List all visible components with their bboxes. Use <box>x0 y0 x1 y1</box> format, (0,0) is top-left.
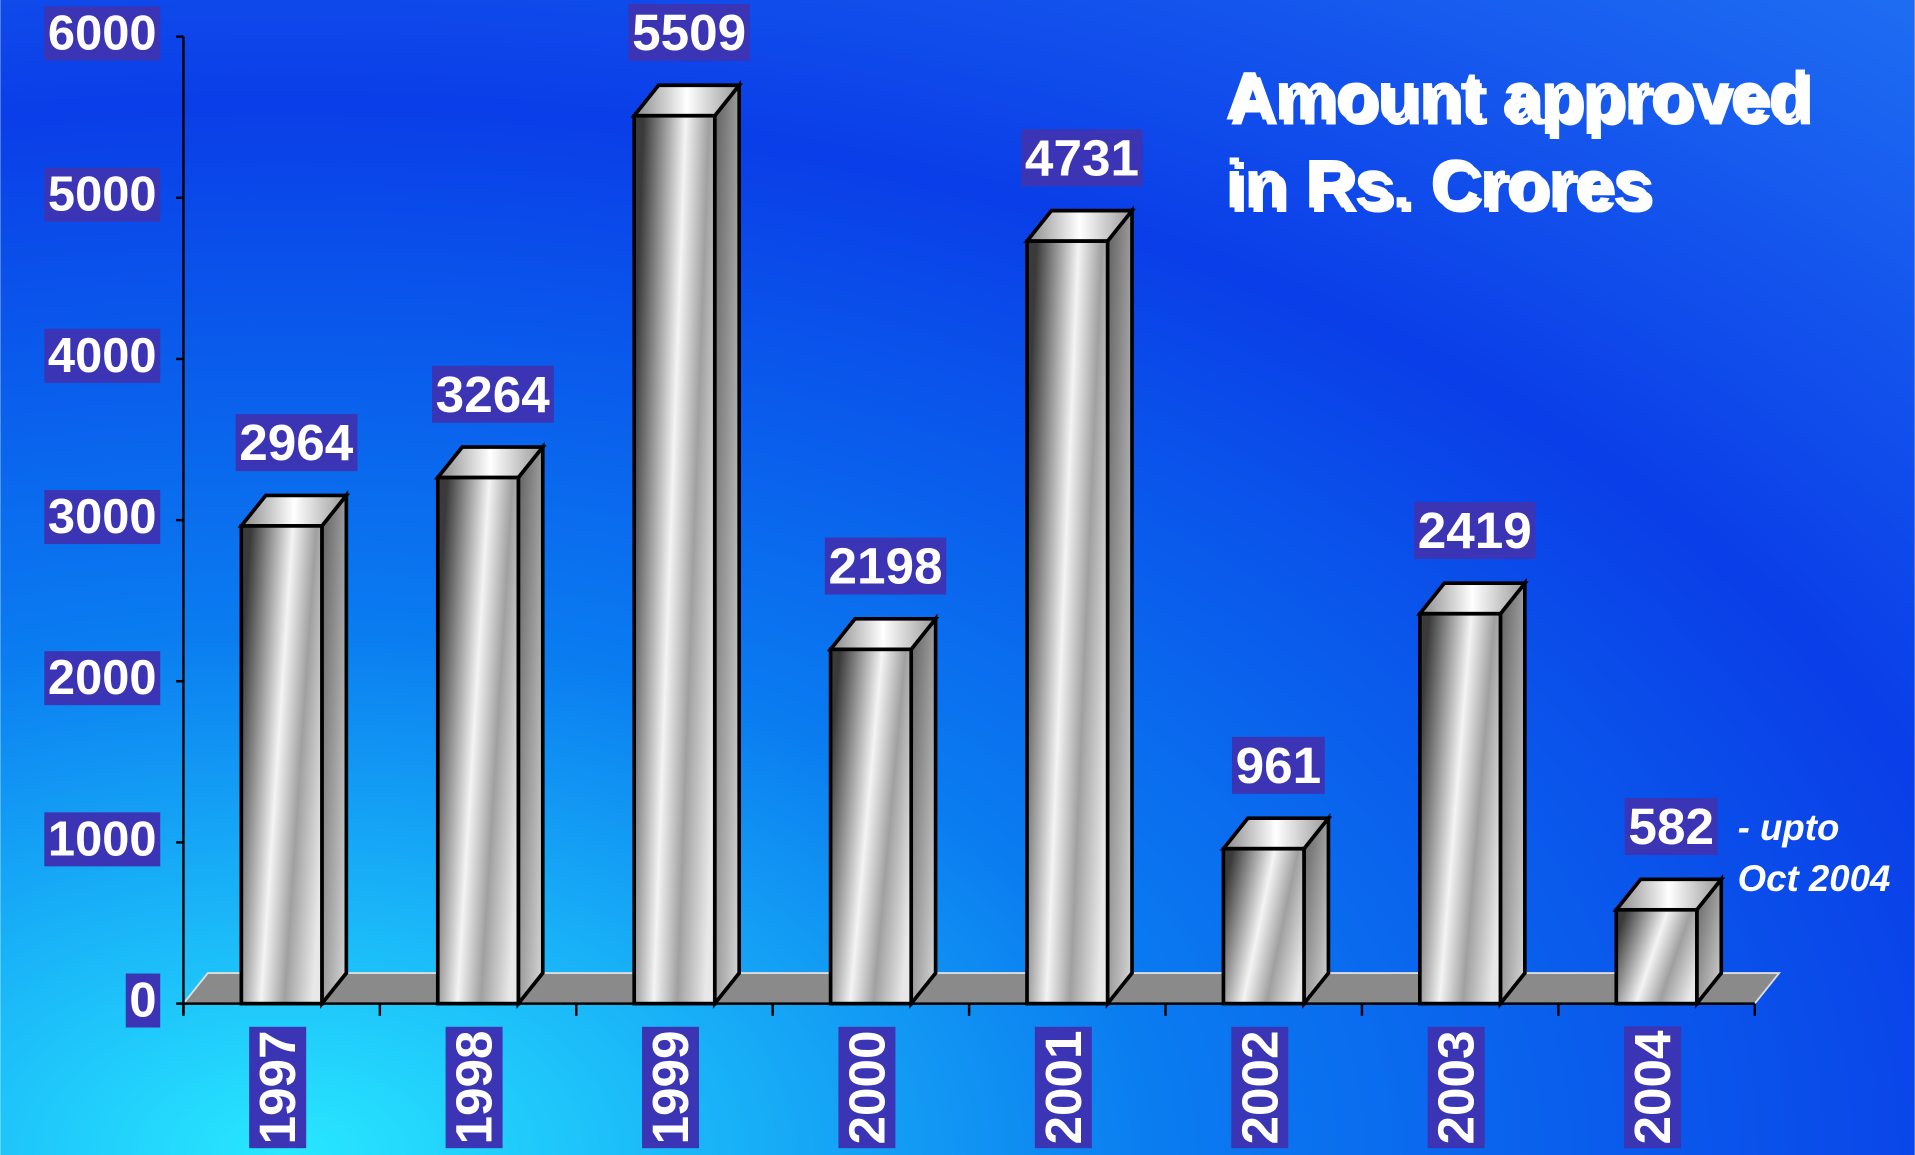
value-label-box <box>432 365 554 423</box>
x-tick-label: 2003 <box>1428 1030 1485 1144</box>
value-label-group: 5509 <box>628 3 750 61</box>
x-tick-label-group: 2003 <box>1427 1026 1485 1149</box>
x-tick-label-box <box>1427 1026 1485 1149</box>
y-tick-label-group: 3000 <box>44 490 161 545</box>
value-label-group: 961 <box>1231 736 1325 794</box>
y-tick-label-box <box>44 167 161 222</box>
bar-side <box>1105 205 1134 1009</box>
chart-title-shadow: in Rs. Crores <box>1230 151 1655 227</box>
annotation: - upto <box>1738 807 1840 848</box>
x-tick-label-group: 2001 <box>1034 1026 1092 1149</box>
y-tick-label: 6000 <box>48 7 157 61</box>
y-tick-label-group: 1000 <box>44 812 161 867</box>
bar <box>433 441 547 1009</box>
x-tick-label: 1998 <box>446 1030 503 1144</box>
x-tick-label-box <box>1034 1026 1092 1149</box>
x-tick-label-group: 1997 <box>249 1026 307 1149</box>
x-tick-label: 2000 <box>838 1030 895 1144</box>
y-tick-label-box <box>125 973 161 1028</box>
chart-title: Amount approved <box>1225 58 1810 134</box>
value-label: 5509 <box>632 4 746 61</box>
chart-title: in Rs. Crores <box>1225 146 1650 222</box>
value-label: 4731 <box>1025 129 1139 186</box>
x-tick-label-box <box>1231 1026 1289 1149</box>
x-tick-label: 1999 <box>642 1030 699 1144</box>
value-label-group: 582 <box>1624 797 1718 855</box>
y-tick-label: 2000 <box>48 651 157 705</box>
x-tick-label-box <box>1624 1026 1682 1149</box>
x-tick-label: 2001 <box>1035 1030 1092 1144</box>
y-tick-label-group: 5000 <box>44 167 161 222</box>
x-tick-label: 2004 <box>1624 1030 1681 1145</box>
y-tick-label: 4000 <box>48 329 157 383</box>
x-tick-label-box <box>445 1026 503 1149</box>
value-label: 582 <box>1628 798 1714 855</box>
bar-front <box>435 475 521 1006</box>
y-tick-label: 1000 <box>48 812 157 866</box>
value-label: 2419 <box>1418 502 1532 559</box>
x-tick-label-group: 2002 <box>1231 1026 1289 1149</box>
bar <box>237 490 351 1009</box>
bar-front <box>828 647 914 1006</box>
value-label-group: 2964 <box>235 414 358 472</box>
y-tick-label-box <box>44 812 161 867</box>
y-tick-label-group: 6000 <box>44 6 161 61</box>
value-label-box <box>1021 129 1143 187</box>
value-label-box <box>1414 501 1536 559</box>
bar-front <box>1221 846 1306 1006</box>
y-tick-label-box <box>44 328 161 383</box>
floor <box>181 972 1782 1005</box>
bar-side <box>909 613 938 1009</box>
value-label-group: 2198 <box>824 537 947 595</box>
bar-front <box>1025 239 1110 1006</box>
y-tick-label-group: 4000 <box>44 328 161 383</box>
value-label: 3264 <box>436 366 551 423</box>
value-label: 961 <box>1236 737 1322 794</box>
bar-side <box>1498 578 1527 1009</box>
y-tick-label-group: 2000 <box>44 651 161 706</box>
chart-title-shadow: Amount approved <box>1230 63 1815 139</box>
bar-front <box>632 113 717 1006</box>
y-tick-label-box <box>44 651 161 706</box>
y-tick-label: 3000 <box>48 490 157 544</box>
bar-front <box>239 524 324 1006</box>
bar <box>1023 205 1136 1009</box>
x-tick-label-group: 1999 <box>642 1026 700 1149</box>
value-label: 2198 <box>829 538 943 595</box>
value-label-group: 2419 <box>1414 501 1536 559</box>
value-label-group: 4731 <box>1021 129 1143 187</box>
bar-side <box>516 441 545 1009</box>
y-tick-label-box <box>44 6 161 61</box>
value-label-box <box>824 537 947 595</box>
bar <box>1219 812 1333 1009</box>
x-tick-label-box <box>838 1026 896 1149</box>
x-tick-label: 2002 <box>1231 1030 1288 1144</box>
value-label-box <box>1624 797 1718 855</box>
x-tick-label-box <box>642 1026 700 1149</box>
value-label-box <box>235 414 358 472</box>
y-tick-label: 0 <box>129 974 156 1028</box>
bar <box>826 613 940 1009</box>
annotation: Oct 2004 <box>1738 858 1891 899</box>
bar <box>1416 578 1529 1009</box>
y-tick-label-group: 0 <box>125 973 161 1028</box>
value-label-box <box>1231 736 1325 794</box>
bar <box>1612 874 1726 1009</box>
value-label-box <box>628 3 750 61</box>
x-tick-label-group: 2000 <box>838 1026 896 1149</box>
bar-front <box>1418 611 1503 1006</box>
value-label-group: 3264 <box>432 365 554 423</box>
value-label: 2964 <box>239 414 354 471</box>
x-tick-label-group: 2004 <box>1624 1026 1682 1149</box>
bar-side <box>712 80 742 1009</box>
y-tick-label-box <box>44 490 161 545</box>
x-tick-label: 1997 <box>249 1030 306 1144</box>
x-tick-label-group: 1998 <box>445 1026 503 1149</box>
y-tick-label: 5000 <box>48 168 157 222</box>
x-tick-label-box <box>249 1026 307 1149</box>
bar-side <box>320 490 349 1009</box>
bar-front <box>1614 907 1699 1006</box>
bar <box>630 80 743 1009</box>
